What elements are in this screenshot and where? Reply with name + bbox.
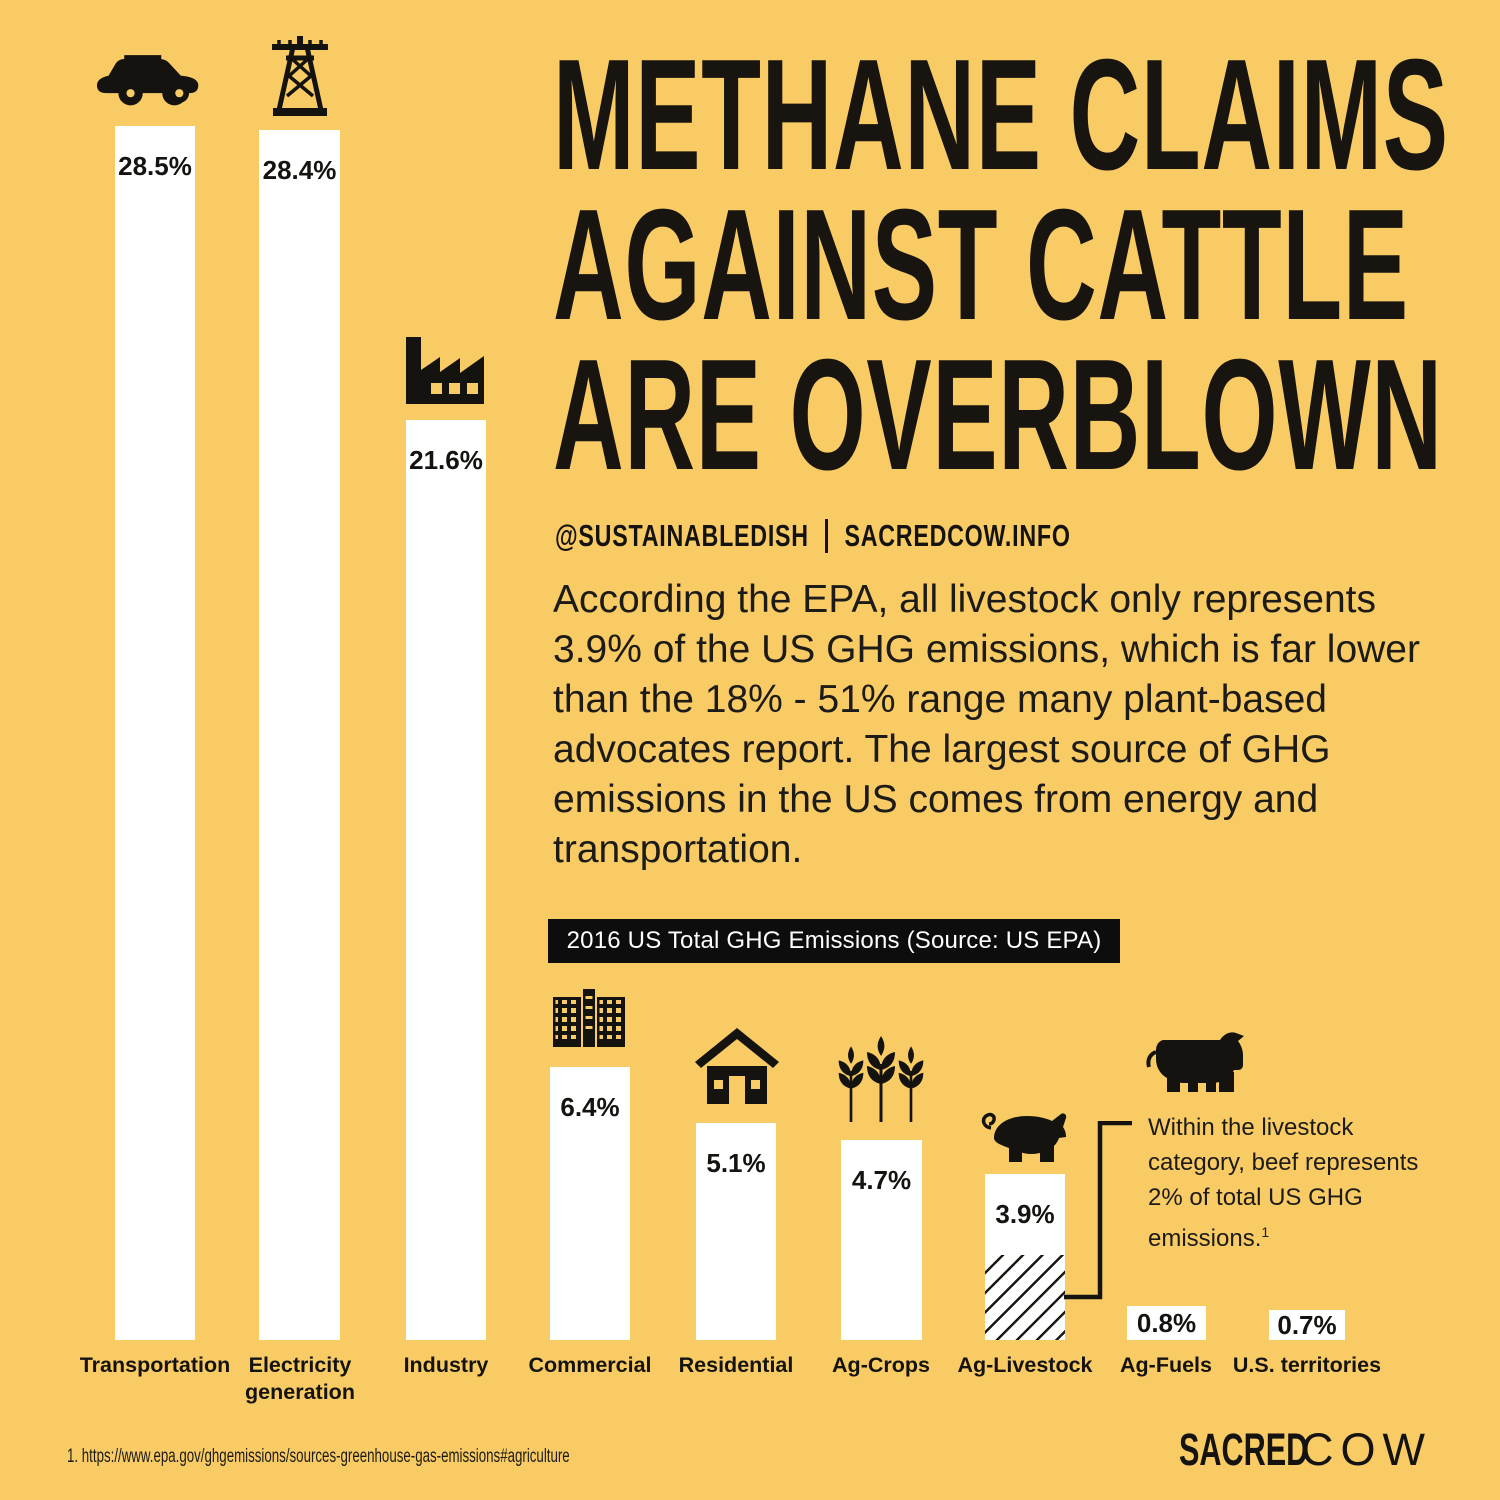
bar-electricity-generation: 28.4% — [259, 130, 340, 1340]
source-footnote: 1. https://www.epa.gov/ghgemissions/sour… — [67, 1446, 570, 1467]
bar-ag-livestock: 3.9% — [985, 1174, 1065, 1340]
category-label-ag-fuels: Ag-Fuels — [1120, 1353, 1212, 1377]
category-label-transportation: Transportation — [79, 1353, 231, 1377]
bar-value-label: 0.8% — [1136, 1308, 1197, 1338]
category-label-residential: Residential — [678, 1353, 794, 1377]
bar-us-territories: 0.7% — [1269, 1310, 1345, 1340]
bar-value-label: 28.5% — [118, 151, 192, 181]
annotation-connector-line — [1062, 1120, 1134, 1301]
page-title: METHANE CLAIMS AGAINST CATTLE ARE OVERBL… — [553, 27, 1449, 503]
byline: @SUSTAINABLEDISH SACREDCOW.INFO — [555, 518, 1071, 554]
title-line-1: METHANE CLAIMS — [553, 27, 1449, 203]
bar-value-label: 4.7% — [851, 1165, 912, 1195]
divider — [825, 519, 828, 553]
chart-title: 2016 US Total GHG Emissions (Source: US … — [566, 927, 1102, 954]
logo-sacred-part: SACRED — [1179, 1424, 1309, 1475]
bar-value-label: 28.4% — [262, 155, 337, 185]
category-label-commercial: Commercial — [528, 1353, 652, 1377]
category-label-ag-livestock: Ag-Livestock — [957, 1353, 1093, 1377]
bar-transportation: 28.5% — [115, 126, 195, 1340]
bar-residential: 5.1% — [696, 1123, 776, 1340]
category-label-us-territories: U.S. territories — [1232, 1353, 1382, 1377]
bar-ag-crops: 4.7% — [841, 1140, 922, 1340]
beef-annotation: Within the livestock category, beef repr… — [1148, 1110, 1456, 1256]
wheat-icon — [837, 1034, 925, 1124]
pig-icon — [980, 1106, 1076, 1164]
house-icon — [695, 1028, 779, 1106]
intro-paragraph: According the EPA, all livestock only re… — [553, 578, 1420, 871]
sacred-cow-logo: SACRED COW — [1179, 1424, 1432, 1476]
title-line-3: ARE OVERBLOWN — [553, 327, 1443, 503]
suv-car-icon — [95, 54, 210, 107]
cow-icon — [1140, 1026, 1256, 1098]
bar-commercial: 6.4% — [550, 1067, 630, 1340]
title-line-2: AGAINST CATTLE — [553, 177, 1409, 353]
category-label-electricity-generation: Electricity generation — [245, 1353, 355, 1404]
logo-cow-part: COW — [1301, 1424, 1432, 1475]
factory-icon — [401, 334, 489, 404]
transmission-tower-icon — [266, 34, 334, 118]
category-label-industry: Industry — [403, 1353, 489, 1377]
social-handle: @SUSTAINABLEDISH — [555, 518, 809, 553]
chart-title-box: 2016 US Total GHG Emissions (Source: US … — [548, 919, 1120, 963]
bar-value-label: 0.7% — [1277, 1310, 1337, 1340]
office-building-icon — [551, 988, 627, 1050]
bar-value-label: 21.6% — [409, 445, 483, 475]
category-label-ag-crops: Ag-Crops — [832, 1353, 930, 1377]
bar-value-label: 6.4% — [560, 1092, 620, 1122]
website-url: SACREDCOW.INFO — [844, 518, 1071, 553]
bar-ag-fuels: 0.8% — [1127, 1306, 1206, 1340]
bar-value-label: 3.9% — [995, 1199, 1055, 1229]
bar-value-label: 5.1% — [706, 1148, 766, 1178]
beef-annotation-text: Within the livestock category, beef repr… — [1148, 1114, 1419, 1252]
footnote-marker: 1 — [1261, 1224, 1270, 1240]
bar-industry: 21.6% — [406, 420, 486, 1340]
beef-share-hatch — [985, 1255, 1065, 1340]
